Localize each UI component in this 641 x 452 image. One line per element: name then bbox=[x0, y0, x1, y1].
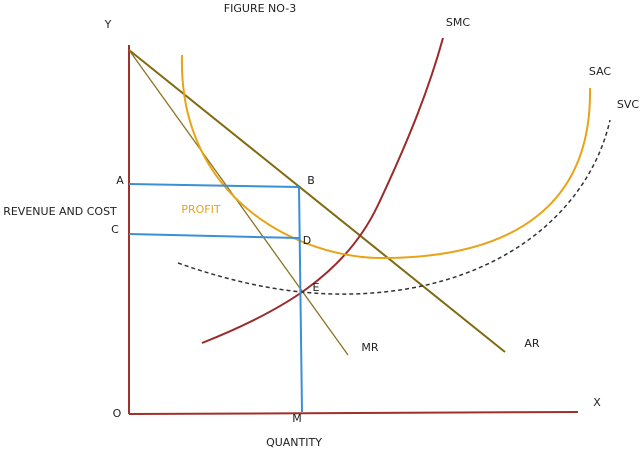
sac-curve bbox=[180, 54, 592, 260]
curve-label: MR bbox=[361, 341, 378, 354]
ar-curve bbox=[128, 49, 506, 353]
cost-line bbox=[128, 233, 300, 239]
x-axis-title: QUANTITY bbox=[266, 436, 322, 449]
point-label: D bbox=[303, 234, 311, 247]
curve-label: SAC bbox=[589, 65, 612, 78]
point-label: E bbox=[313, 281, 320, 294]
svc-curve bbox=[177, 119, 611, 295]
y-axis-label: Y bbox=[104, 18, 112, 31]
curve-label: AR bbox=[524, 337, 540, 350]
origin-label: O bbox=[113, 407, 122, 420]
mr-curve bbox=[128, 49, 349, 356]
point-label: C bbox=[111, 223, 119, 236]
x-axis bbox=[128, 411, 579, 415]
point-label: B bbox=[307, 174, 315, 187]
curve-label: SMC bbox=[446, 16, 470, 29]
point-label: M bbox=[292, 412, 302, 425]
title: FIGURE NO-3 bbox=[224, 2, 296, 15]
quantity-line bbox=[298, 186, 303, 413]
smc-curve bbox=[201, 37, 444, 344]
x-axis-label: X bbox=[593, 396, 601, 409]
price-line bbox=[128, 183, 300, 188]
region-label: PROFIT bbox=[181, 203, 221, 216]
curve-label: SVC bbox=[617, 98, 640, 111]
y-axis-title: REVENUE AND COST bbox=[3, 205, 117, 218]
point-label: A bbox=[116, 174, 124, 187]
